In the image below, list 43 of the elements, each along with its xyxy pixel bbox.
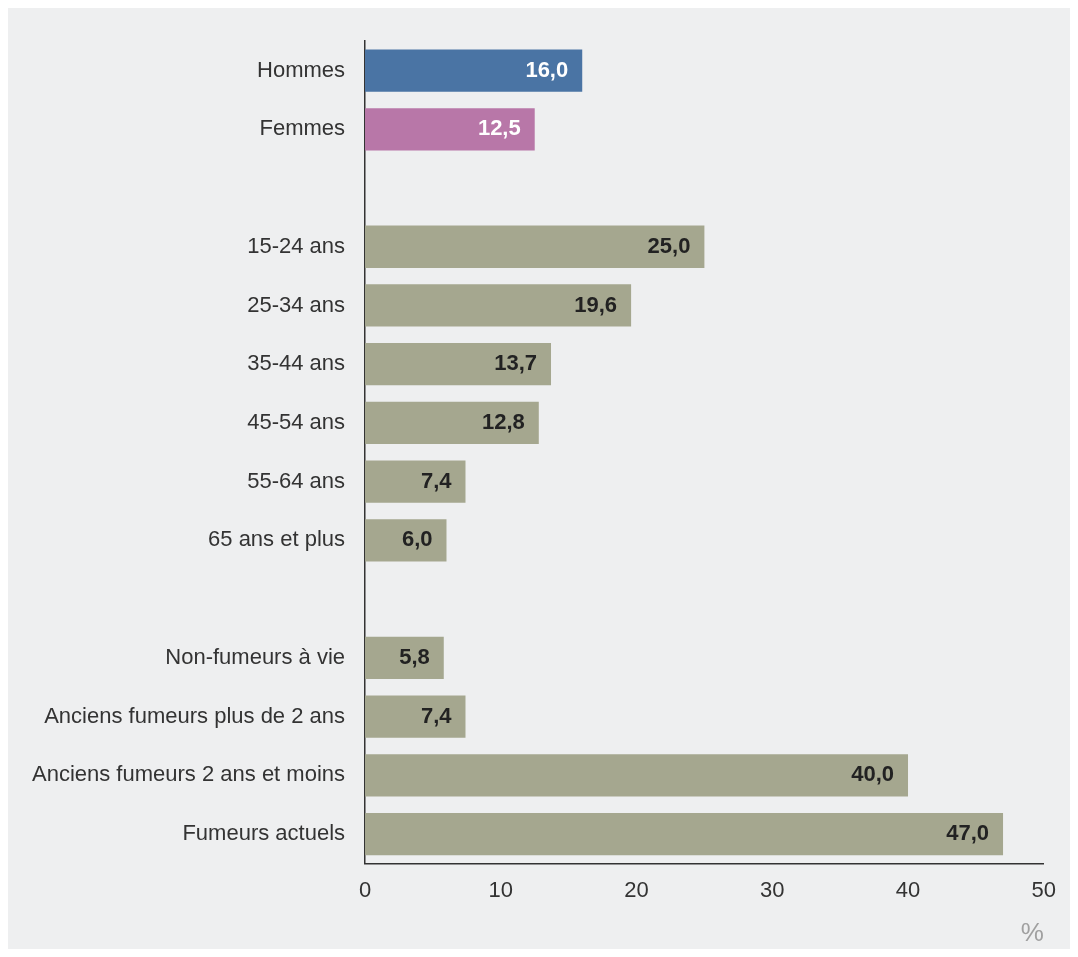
bar [365, 460, 466, 503]
data-label: 5,8 [399, 643, 430, 669]
y-tick-label: Anciens fumeurs plus de 2 ans [44, 702, 346, 728]
data-label: 16,0 [525, 56, 569, 82]
data-label: 40,0 [851, 761, 895, 787]
y-tick-label: 65 ans et plus [208, 526, 346, 552]
bar [365, 108, 535, 151]
data-label: 7,4 [420, 702, 453, 728]
y-tick-label: 25-34 ans [247, 291, 346, 317]
x-tick-label: 0 [358, 876, 372, 902]
data-label: 12,8 [481, 409, 525, 434]
x-tick-label: 30 [760, 876, 785, 902]
bar [365, 343, 552, 386]
bar [365, 519, 447, 562]
data-label: 13,7 [494, 350, 538, 376]
y-tick-label: Hommes [257, 56, 346, 82]
data-label: 47,0 [946, 820, 990, 846]
data-label: 7,4 [420, 467, 453, 493]
bar [365, 636, 444, 679]
x-tick-label: 20 [624, 876, 649, 902]
y-tick-label: Non-fumeurs à vie [165, 643, 346, 669]
x-tick-label: 40 [895, 876, 921, 902]
bar [365, 695, 466, 738]
x-tick-label: 50 [1031, 876, 1057, 902]
bar [365, 754, 909, 797]
y-tick-label: 45-54 ans [247, 409, 346, 434]
bar [365, 401, 539, 445]
y-tick-label: 35-44 ans [247, 350, 346, 376]
y-tick-label: 55-64 ans [247, 467, 346, 493]
data-label: 19,6 [574, 291, 618, 317]
y-tick-label: Anciens fumeurs 2 ans et moins [31, 761, 346, 787]
data-label: 6,0 [401, 526, 433, 552]
x-tick-label: 10 [488, 876, 514, 902]
y-tick-label: Femmes [259, 115, 346, 141]
bar [365, 284, 632, 327]
bar [365, 225, 705, 268]
data-label: 12,5 [477, 115, 521, 141]
y-tick-label: 15-24 ans [247, 232, 346, 258]
data-label: 25,0 [647, 232, 691, 258]
bar [365, 812, 1004, 856]
y-tick-label: Fumeurs actuels [182, 820, 346, 846]
x-axis-title: % [1020, 916, 1044, 947]
bar [365, 49, 583, 92]
